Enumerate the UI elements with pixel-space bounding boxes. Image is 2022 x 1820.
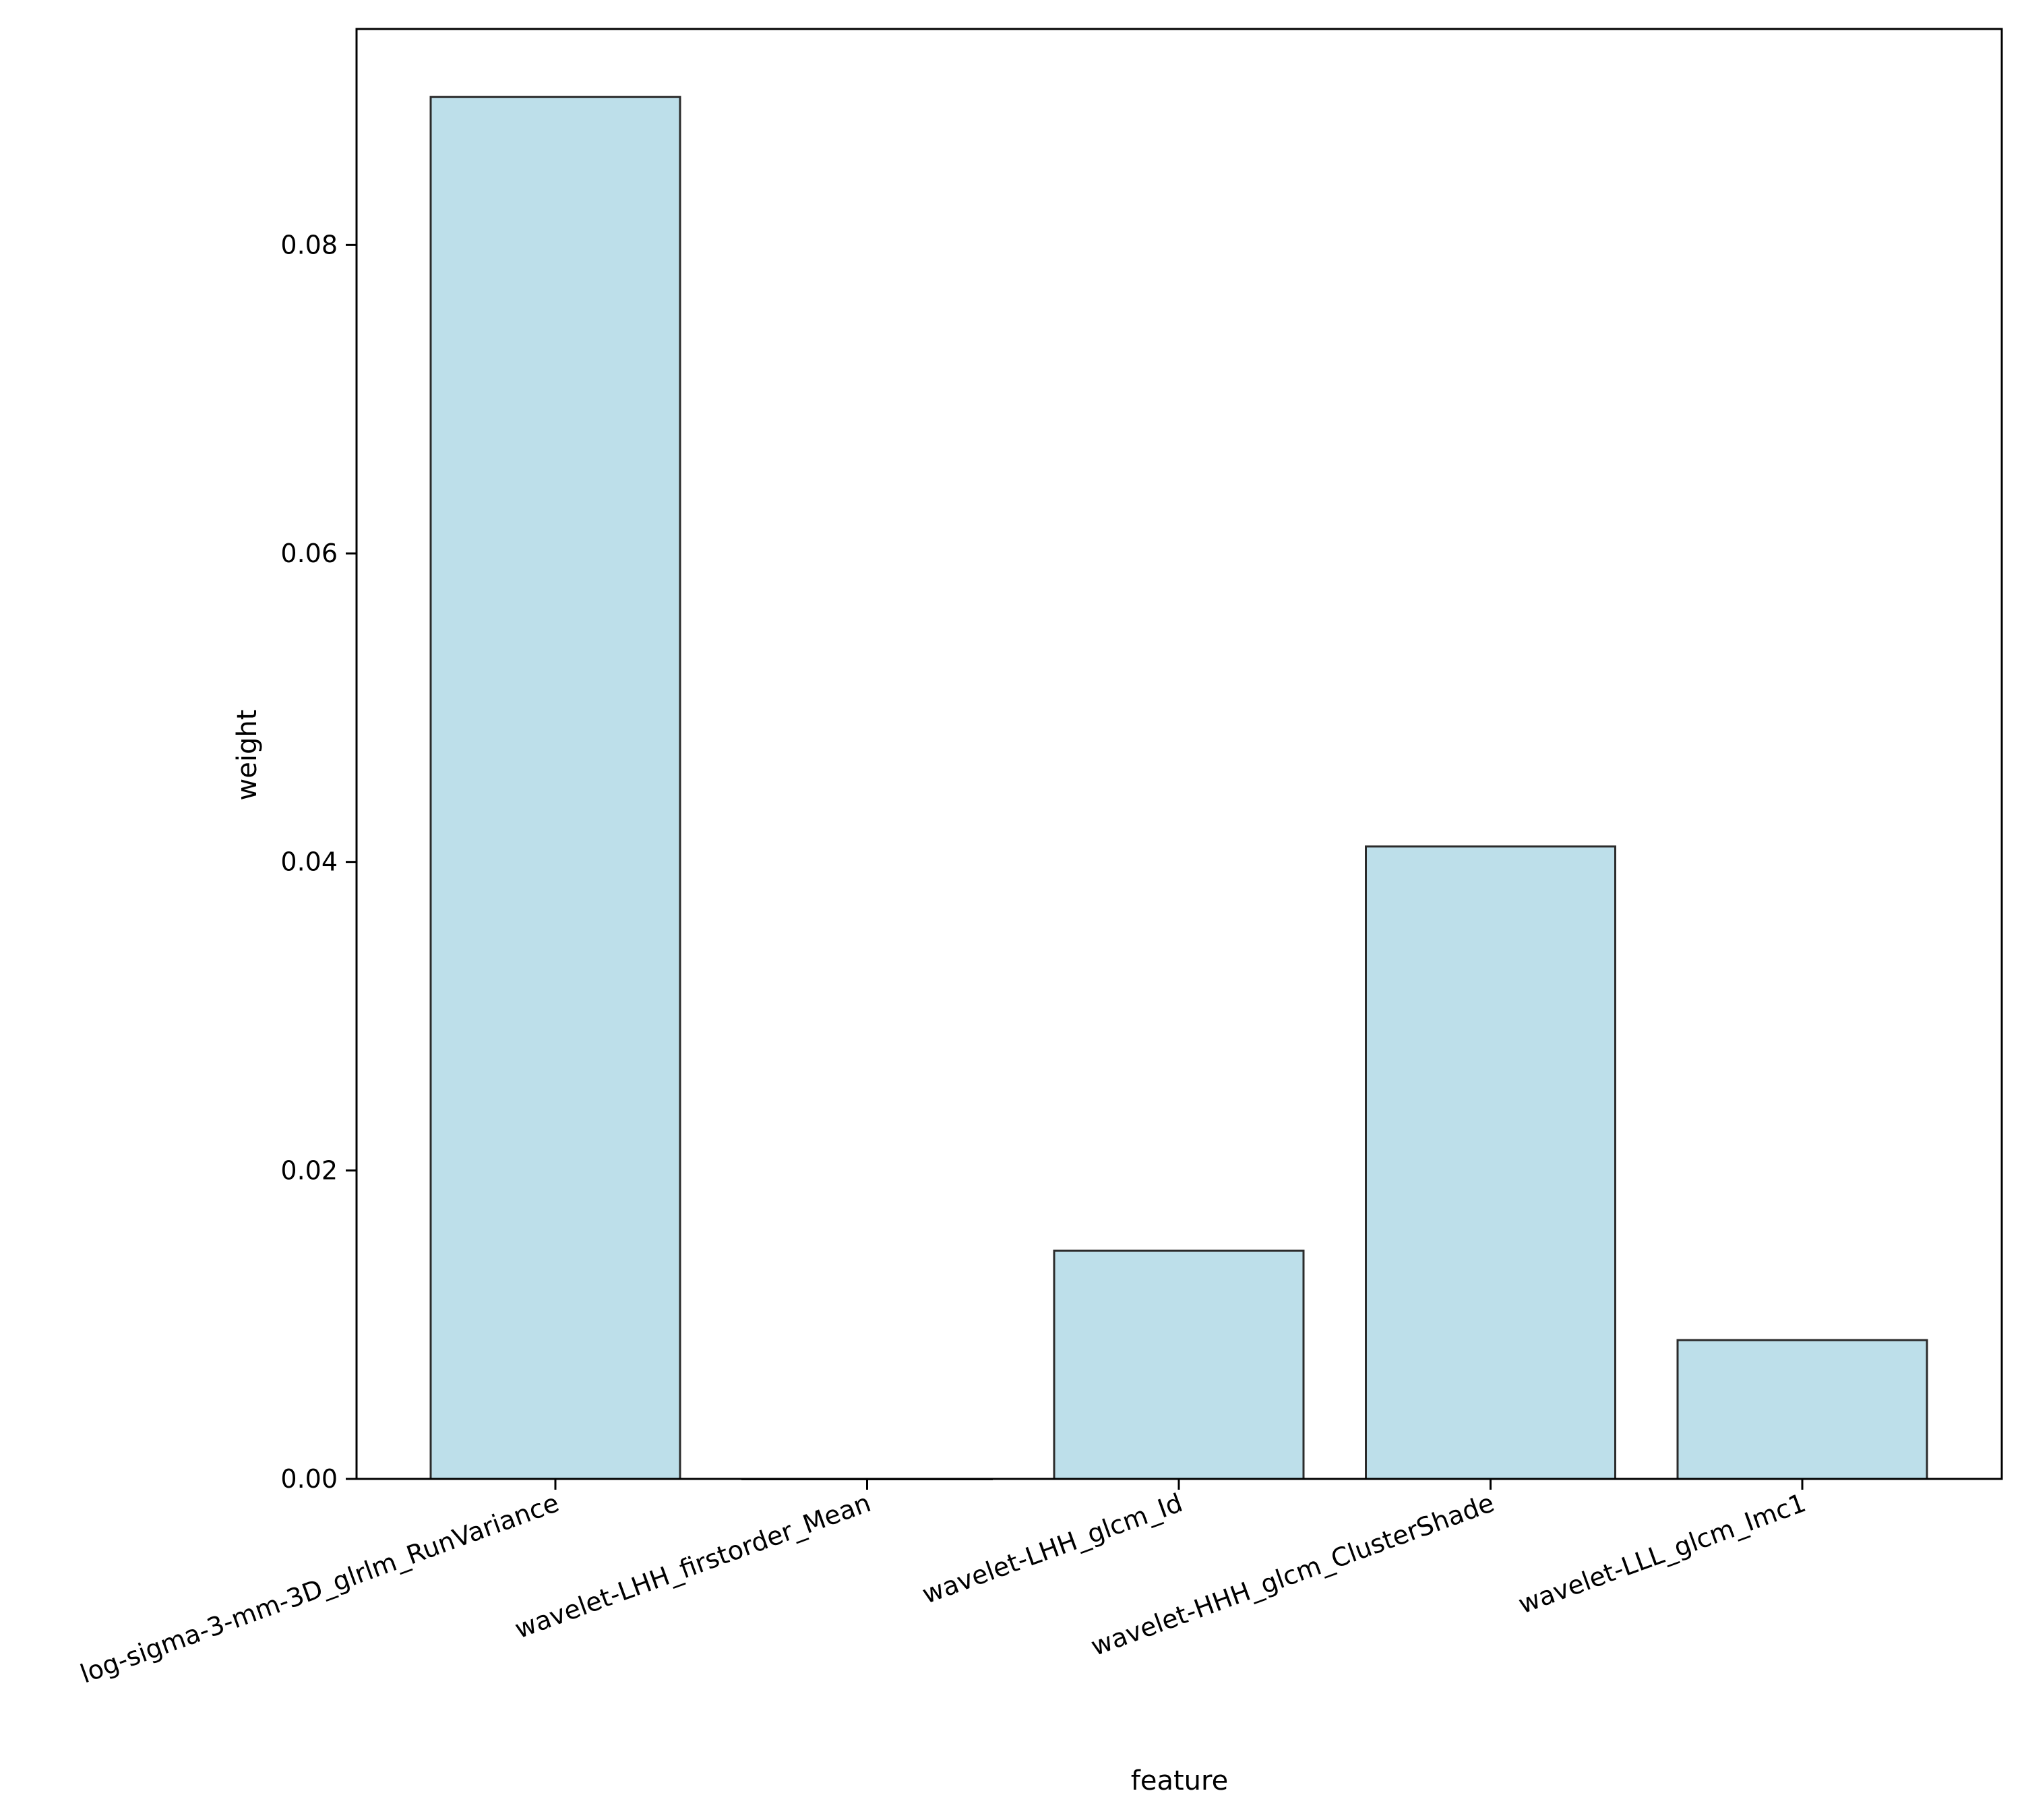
bars-group bbox=[429, 96, 1928, 1480]
x-axis-label: feature bbox=[1131, 1765, 1228, 1796]
bar-3 bbox=[1053, 1249, 1305, 1480]
y-tick-label: 0.06 bbox=[280, 539, 338, 568]
bar-4 bbox=[1365, 845, 1616, 1480]
y-ticks-group: 0.00 0.02 0.04 0.06 0.08 bbox=[280, 230, 357, 1494]
y-tick-label: 0.02 bbox=[280, 1155, 338, 1185]
bar-5 bbox=[1676, 1339, 1928, 1480]
y-tick-label: 0.00 bbox=[280, 1464, 338, 1494]
bar-1 bbox=[429, 96, 681, 1480]
y-axis-label: weight bbox=[232, 710, 263, 801]
plot-frame bbox=[355, 28, 2003, 1480]
y-tick-label: 0.08 bbox=[280, 230, 338, 260]
y-tick-label: 0.04 bbox=[280, 847, 338, 877]
